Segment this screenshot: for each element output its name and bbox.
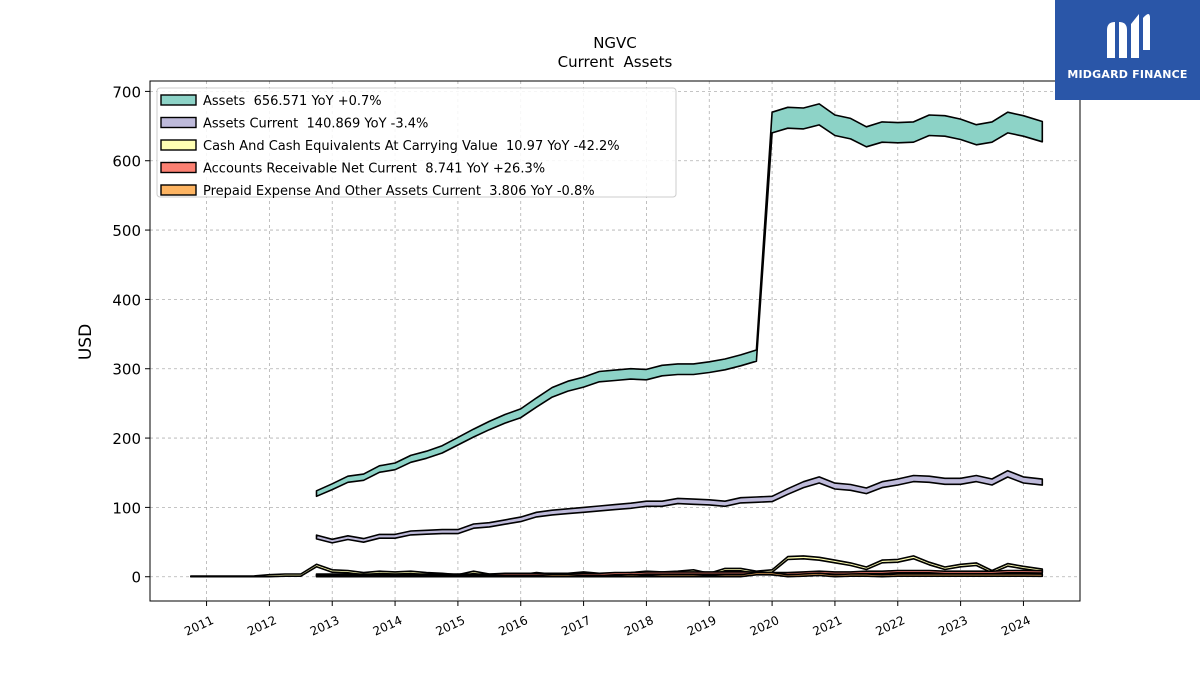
chart-title: NGVC [593, 34, 637, 52]
y-tick-label: 200 [112, 430, 141, 448]
legend-box [156, 87, 677, 198]
legend-swatch [160, 94, 197, 106]
x-tick-label: 2015 [434, 613, 468, 639]
x-tick-label: 2014 [371, 613, 405, 639]
x-axis: 2011 2012 2013 2014 2015 2016 2017 2018 2019 2020… [182, 601, 1033, 639]
legend-swatch [160, 116, 197, 129]
x-tick-label: 2011 [182, 613, 216, 639]
y-tick-label: 700 [112, 83, 141, 101]
legend-entry: Prepaid Expense And Other Assets Current… [203, 184, 595, 199]
series-area-5 [315, 571, 1044, 578]
x-tick-label: 2021 [811, 613, 845, 639]
x-tick-label: 2013 [308, 613, 342, 639]
series-areas [190, 103, 1044, 578]
x-tick-label: 2024 [999, 613, 1033, 639]
brand-logo: MIDGARD FINANCE [1055, 0, 1200, 100]
legend-entry: Assets Current 140.869 YoY -3.4% [203, 117, 428, 132]
chart-subtitle: Current Assets [558, 53, 673, 71]
x-tick-label: 2019 [685, 613, 719, 639]
legend-entry: Accounts Receivable Net Current 8.741 Yo… [203, 162, 545, 177]
brand-name: MIDGARD FINANCE [1067, 68, 1188, 81]
x-tick-label: 2018 [622, 613, 656, 639]
legend-swatch [160, 139, 197, 151]
x-tick-label: 2022 [873, 613, 907, 639]
x-tick-label: 2023 [936, 613, 970, 639]
y-tick-label: 500 [112, 222, 141, 240]
legend-swatch [160, 184, 197, 196]
y-tick-label: 100 [112, 499, 141, 517]
midgard-logo-icon [1107, 14, 1150, 58]
series-area-1 [315, 103, 1044, 498]
legend: Assets 656.571 YoY +0.7% Assets Current 1… [156, 87, 677, 199]
x-tick-label: 2020 [748, 613, 782, 639]
x-tick-label: 2017 [559, 613, 593, 639]
legend-entry: Cash And Cash Equivalents At Carrying Va… [203, 139, 620, 154]
y-tick-label: 400 [112, 291, 141, 309]
plot-frame [149, 80, 1081, 602]
legend-entry: Assets 656.571 YoY +0.7% [203, 94, 382, 109]
y-tick-label: 0 [131, 569, 141, 587]
y-tick-label: 300 [112, 361, 141, 379]
y-axis: 0 100 200 300 400 500 600 700 [112, 83, 150, 587]
legend-swatch [160, 161, 197, 174]
x-tick-label: 2012 [245, 613, 279, 639]
x-tick-label: 2016 [496, 613, 530, 639]
y-axis-label: USD [76, 324, 96, 360]
series-area-2 [315, 469, 1044, 544]
y-tick-label: 600 [112, 153, 141, 171]
